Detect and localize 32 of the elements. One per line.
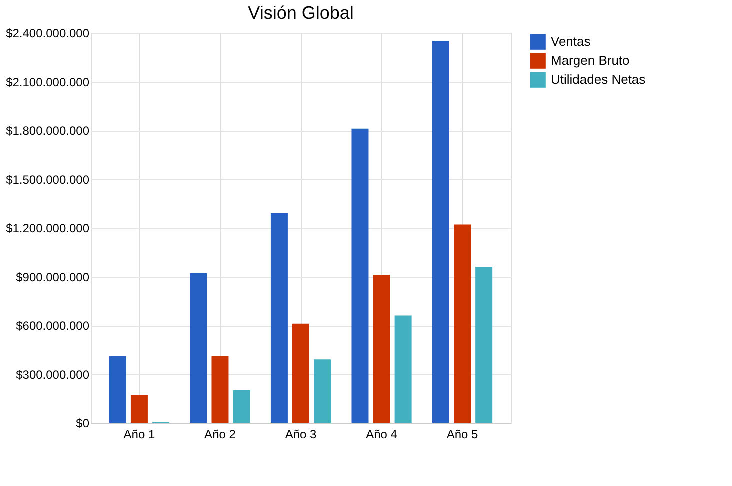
x-tick-label: Año 1: [124, 428, 156, 442]
y-tick-label: $2.100.000.000: [6, 75, 90, 90]
y-tick-label: $1.500.000.000: [6, 172, 90, 187]
y-tick-label: $1.200.000.000: [6, 222, 90, 236]
bar: [432, 41, 450, 423]
bar: [454, 224, 472, 423]
bar: [352, 128, 369, 423]
bar: [212, 356, 229, 423]
legend-label: Ventas: [551, 34, 592, 49]
y-tick-label: $2.400.000.000: [6, 26, 90, 40]
bar: [314, 360, 332, 423]
y-tick-label: $300.000.000: [16, 368, 90, 382]
y-tick-label: $600.000.000: [16, 319, 90, 333]
y-tick-label: $900.000.000: [16, 270, 90, 284]
x-tick-label: Año 3: [285, 428, 318, 442]
x-tick-label: Año 4: [366, 428, 398, 442]
bar: [292, 324, 310, 423]
bar: [476, 267, 493, 423]
bar: [109, 356, 126, 423]
legend-label: Margen Bruto: [551, 53, 630, 68]
legend-label: Utilidades Netas: [551, 72, 646, 87]
bar: [373, 275, 390, 423]
bar: [270, 213, 288, 423]
bar: [394, 316, 412, 423]
bar: [190, 274, 208, 423]
y-tick-label: $1.800.000.000: [6, 124, 90, 138]
x-tick-label: Año 5: [446, 428, 479, 442]
bar: [233, 390, 250, 423]
chart-title: Visión Global: [248, 3, 354, 23]
y-tick-label: $0: [76, 416, 90, 430]
x-tick-label: Año 2: [204, 428, 236, 442]
bar: [130, 395, 148, 423]
